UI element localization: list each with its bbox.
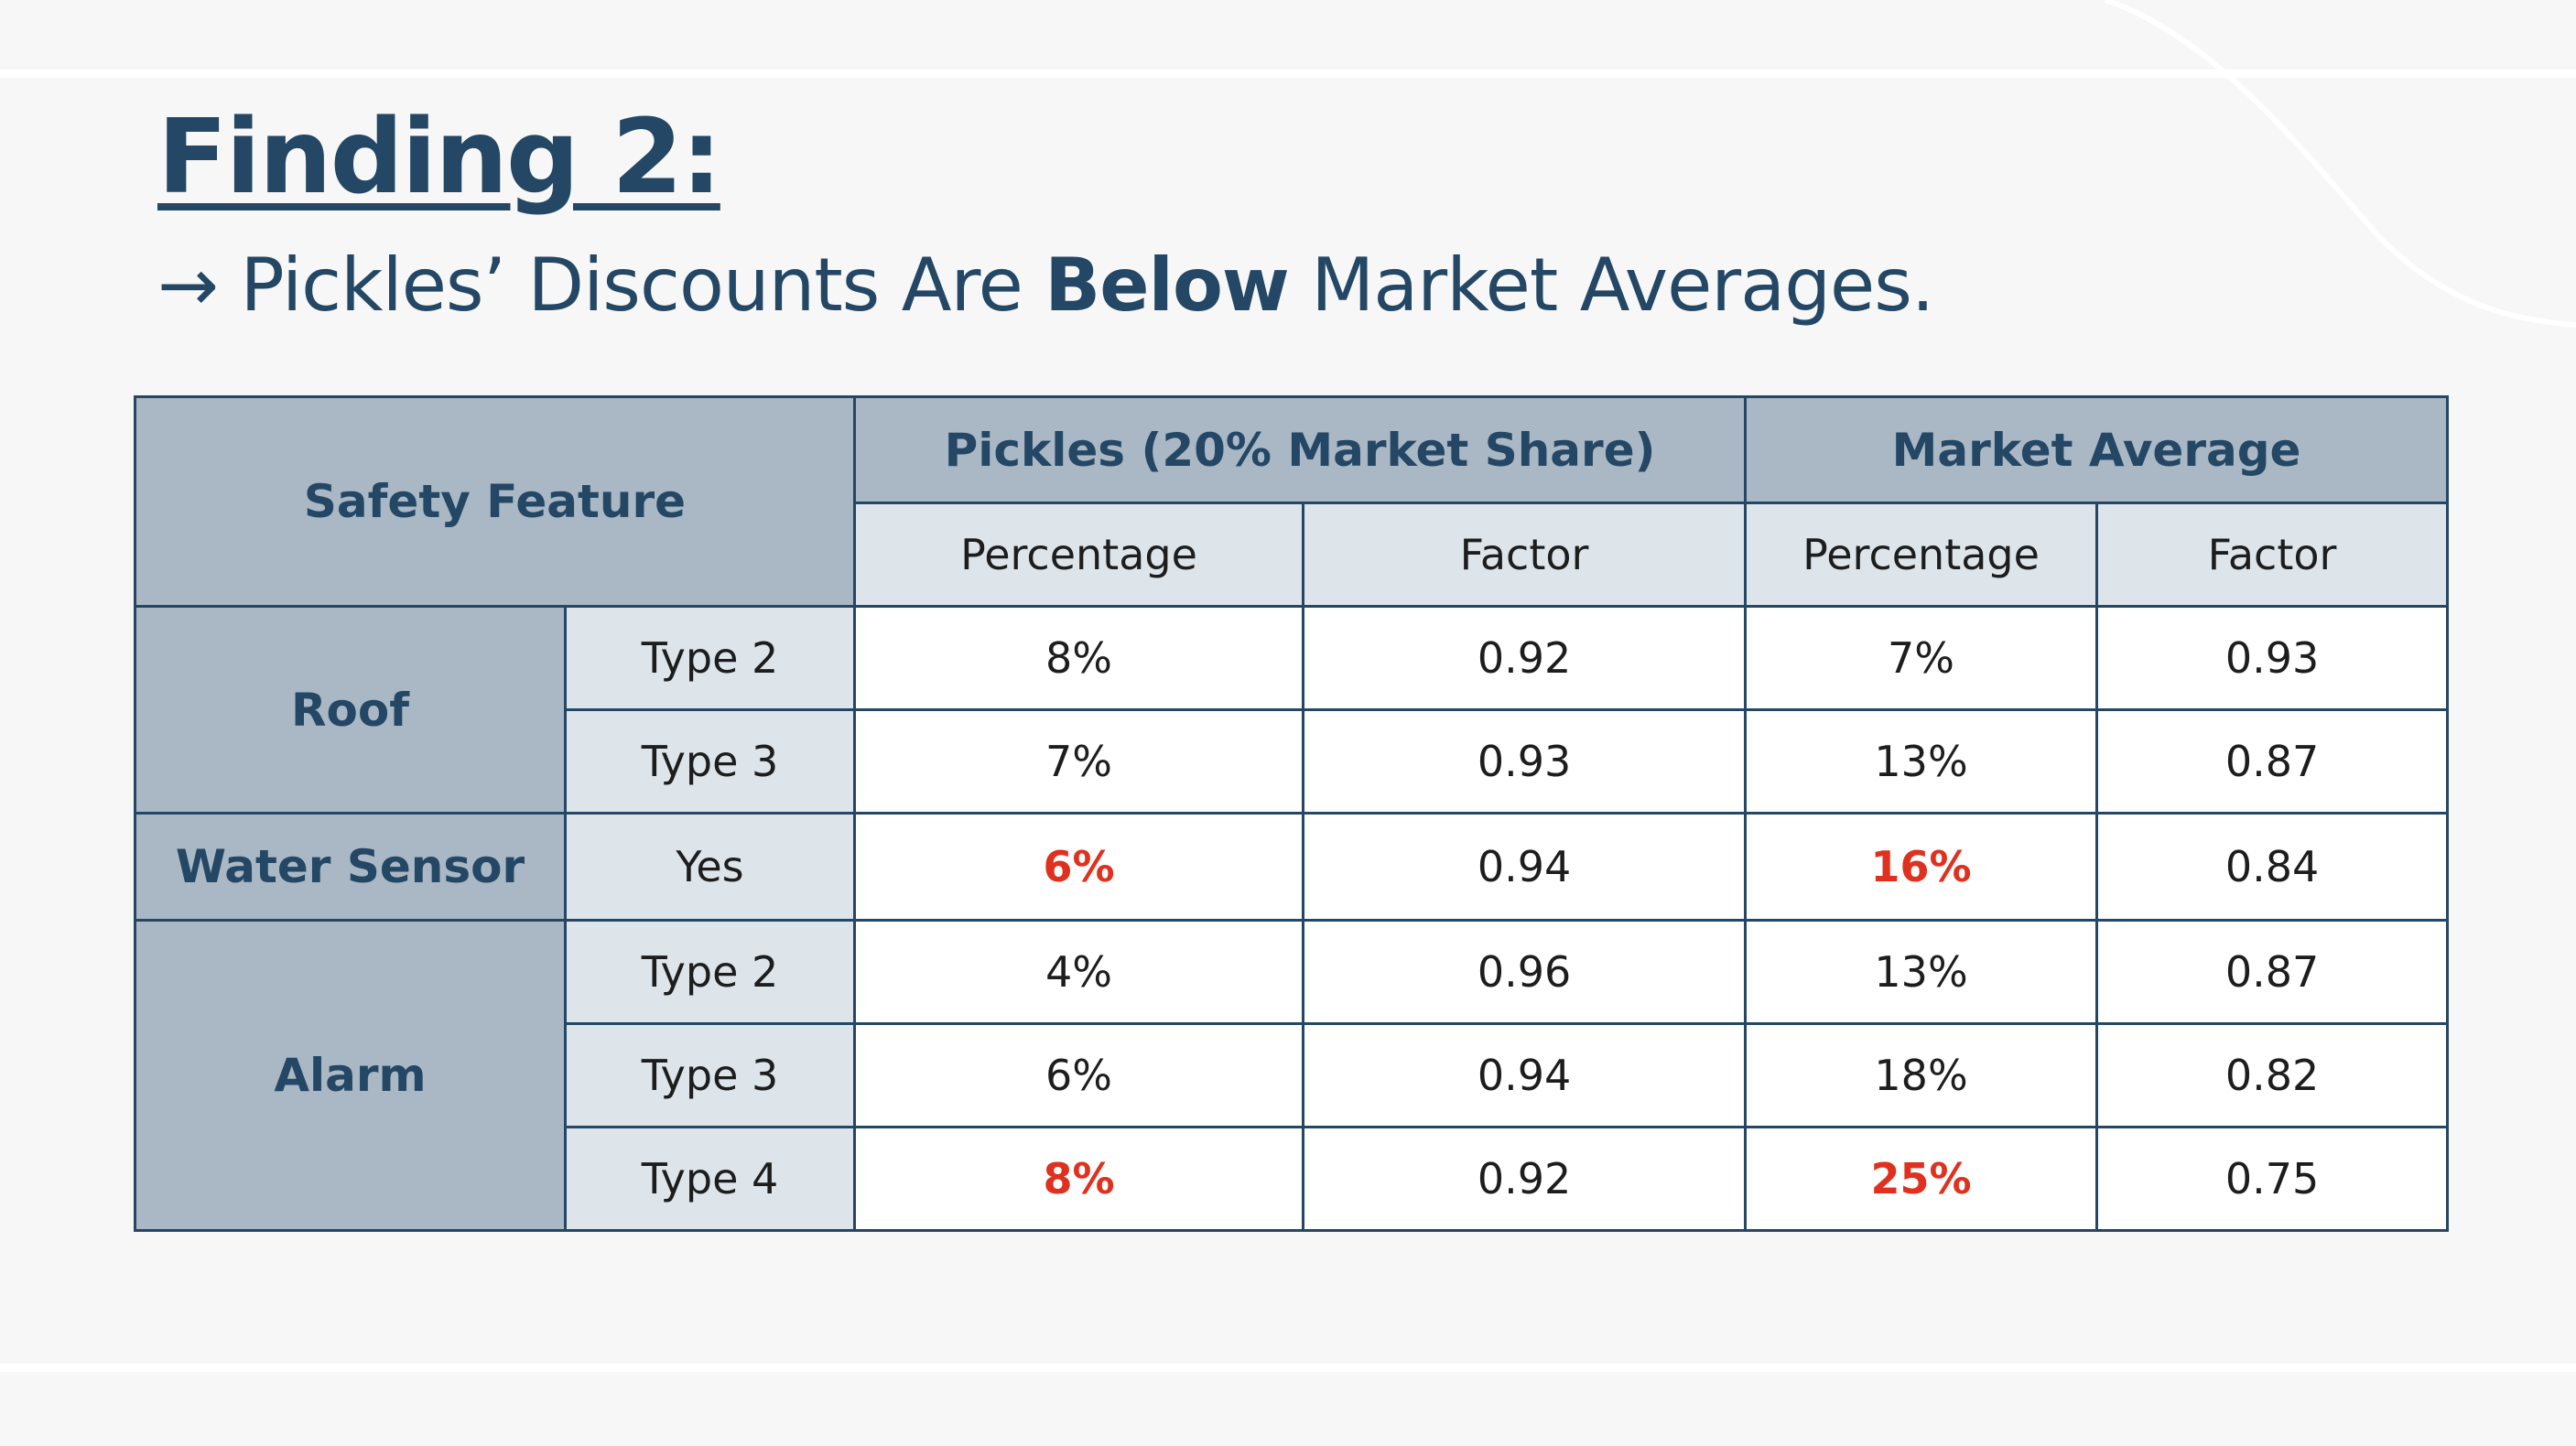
table-row: Water Sensor Yes 6% 0.94 16% 0.84 [134,812,2450,922]
header-row-top: Safety Feature Pickles (20% Market Share… [133,395,2450,608]
subtitle-suffix: Market Averages. [1288,243,1934,328]
header-market-factor: Factor [2095,502,2450,608]
row-type: Type 4 [563,1126,857,1232]
table-row: Alarm Type 2 4% 0.96 13% 0.87 [134,919,2450,1232]
market-factor: 0.87 [2095,708,2450,815]
row-type: Type 3 [563,1022,857,1128]
header-market-percentage: Percentage [1744,502,2099,608]
pickles-factor: 0.92 [1302,605,1748,711]
market-percentage-highlight: 16% [1744,812,2099,922]
subtitle-prefix: → Pickles’ Discounts Are [157,243,1045,328]
pickles-percentage: 8% [853,605,1305,711]
slide-subtitle: → Pickles’ Discounts Are Below Market Av… [157,240,1934,331]
group-label-roof: Roof [134,605,567,815]
market-percentage-highlight: 25% [1744,1126,2099,1232]
group-label-alarm: Alarm [134,919,567,1232]
market-factor: 0.93 [2095,605,2450,711]
pickles-factor: 0.92 [1302,1126,1748,1232]
subtitle-emphasis: Below [1044,243,1290,328]
discount-comparison-table: Safety Feature Pickles (20% Market Share… [133,395,2450,1232]
header-row-sub: Percentage Factor Percentage Factor [135,502,2450,608]
pickles-factor: 0.94 [1302,812,1748,922]
pickles-factor: 0.94 [1302,1022,1748,1128]
market-factor: 0.82 [2095,1022,2450,1128]
pickles-percentage: 7% [853,708,1305,815]
group-label-water-sensor: Water Sensor [134,812,567,922]
market-percentage: 13% [1744,708,2099,815]
row-type: Type 3 [563,708,857,815]
top-divider-band [0,70,2576,78]
market-percentage: 13% [1744,919,2099,1025]
pickles-percentage: 4% [853,919,1305,1025]
market-factor: 0.75 [2095,1126,2450,1232]
pickles-factor: 0.93 [1302,708,1748,815]
row-type: Type 2 [563,919,857,1025]
row-type: Type 2 [563,605,857,711]
market-factor: 0.87 [2095,919,2450,1025]
row-type: Yes [563,812,857,922]
header-market-average: Market Average [1744,395,2450,504]
table-row: Roof Type 2 8% 0.92 7% 0.93 [134,605,2450,815]
pickles-factor: 0.96 [1302,919,1748,1025]
table-row: Type 4 8% 0.92 25% 0.75 [135,1126,2450,1232]
market-factor: 0.84 [2095,812,2450,922]
pickles-percentage-highlight: 6% [853,812,1305,922]
table-row: Type 3 7% 0.93 13% 0.87 [135,708,2450,815]
pickles-percentage: 6% [853,1022,1305,1128]
header-pickles-factor: Factor [1302,502,1748,608]
header-pickles-percentage: Percentage [853,502,1305,608]
bottom-divider-band [0,1364,2576,1372]
pickles-percentage-highlight: 8% [853,1126,1305,1232]
table-row: Type 3 6% 0.94 18% 0.82 [135,1022,2450,1128]
header-safety-feature: Safety Feature [133,395,857,608]
market-percentage: 18% [1744,1022,2099,1128]
market-percentage: 7% [1744,605,2099,711]
slide-title: Finding 2: [157,98,722,217]
header-pickles: Pickles (20% Market Share) [853,395,1748,504]
